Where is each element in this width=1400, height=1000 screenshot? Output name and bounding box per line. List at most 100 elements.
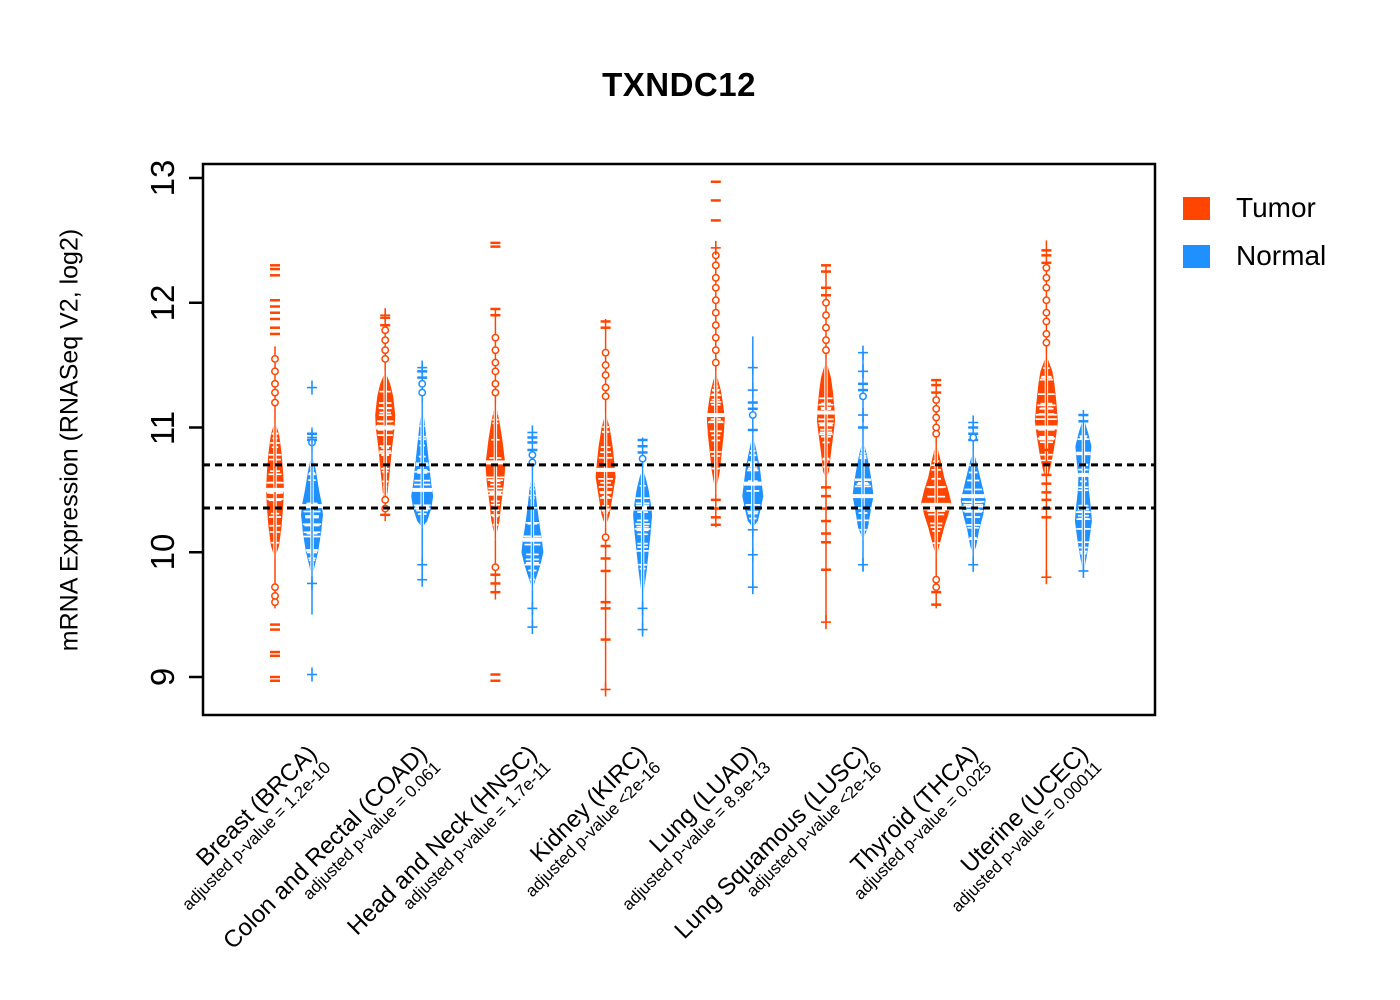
median-line [266,487,284,492]
outlier-dash [270,305,280,308]
outlier-dash [270,650,280,654]
ring-marker [711,261,720,270]
outlier-dash [527,441,538,444]
outlier-dash [380,513,391,517]
outlier-dash [270,267,280,271]
ring-marker [491,379,500,388]
median-line [743,481,762,486]
outlier-dash [1078,420,1089,423]
outlier-dash [270,654,280,658]
outlier-dash [637,444,648,448]
outlier-dash [821,568,831,571]
outlier-dash [821,532,831,535]
ring-marker [711,283,720,292]
outlier-dash [600,326,611,329]
outlier-dash [747,407,758,411]
median-line [961,494,985,499]
outlier-dash [270,317,280,321]
plot-frame [201,162,1157,717]
outlier-dash [380,323,391,327]
outlier-dash [1041,261,1052,265]
outlier-dash [270,679,280,682]
outlier-dash [1041,498,1052,502]
ring-marker [932,396,941,405]
ring-marker [1042,338,1051,347]
outlier-dash [270,311,280,314]
ring-marker [271,598,279,607]
ring-marker [1042,263,1051,272]
outlier-dash [710,199,721,202]
ring-marker [932,404,941,413]
ring-marker [969,433,978,442]
ring-marker [528,450,537,459]
outlier-dash [710,507,721,510]
outlier-dash [600,544,611,548]
ring-marker [271,388,279,397]
outlier-dash [821,507,831,510]
outlier-dash [931,603,942,606]
ring-marker [932,583,941,592]
median-line [852,494,874,499]
ring-marker [271,583,279,592]
outlier-dash [931,383,942,387]
outlier-dash [821,286,831,290]
outlier-dash [710,516,721,519]
ring-marker [932,575,941,584]
ring-marker [491,333,500,342]
outlier-dash [270,332,280,336]
ring-marker [1042,273,1051,282]
outlier-dash [270,623,280,626]
outlier-dash [821,486,831,489]
ring-marker [932,423,941,432]
y-tick-label: 13 [144,159,181,197]
ring-marker [491,367,500,376]
outlier-dash [600,557,611,560]
outlier-dash [710,498,721,502]
ring-marker [932,429,941,438]
outlier-dash [490,590,501,594]
ring-marker [711,346,720,355]
outlier-dash [931,391,942,394]
ring-marker [711,333,720,342]
ring-marker [859,392,867,401]
ring-marker [711,296,720,305]
ring-marker [381,336,390,345]
ring-marker [711,321,720,330]
median-line [302,504,322,509]
outlier-dash [270,326,280,329]
outlier-dash [858,426,868,429]
legend: Tumor Normal [1183,192,1326,288]
outlier-dash [747,401,758,404]
outlier-dash [637,438,648,442]
outlier-dash [1041,448,1052,452]
outlier-dash [600,569,611,573]
legend-label-tumor: Tumor [1236,192,1316,223]
y-tick-label: 11 [144,410,181,445]
legend-item-tumor: Tumor [1183,192,1326,224]
ring-marker [822,336,830,345]
outlier-dash [1041,254,1052,257]
outlier-dash [710,180,721,183]
ring-marker [932,413,941,422]
chart-title: TXNDC12 [602,66,756,103]
outlier-dash [270,274,280,277]
outlier-dash [1041,491,1052,494]
ring-marker [1042,283,1051,292]
outlier-dash [1041,249,1052,252]
outlier-dash [1041,461,1052,464]
ring-marker [822,298,830,307]
ring-marker [601,371,610,380]
outlier-dash [747,428,758,432]
median-line [1035,425,1058,430]
ring-marker [491,388,500,397]
outlier-dash [931,378,942,382]
ring-marker [418,379,427,388]
median-line [633,506,652,511]
median-line [817,410,835,415]
outlier-dash [710,523,721,527]
ring-marker [711,358,720,367]
outlier-dash [858,382,868,386]
normal-swatch [1183,244,1210,268]
